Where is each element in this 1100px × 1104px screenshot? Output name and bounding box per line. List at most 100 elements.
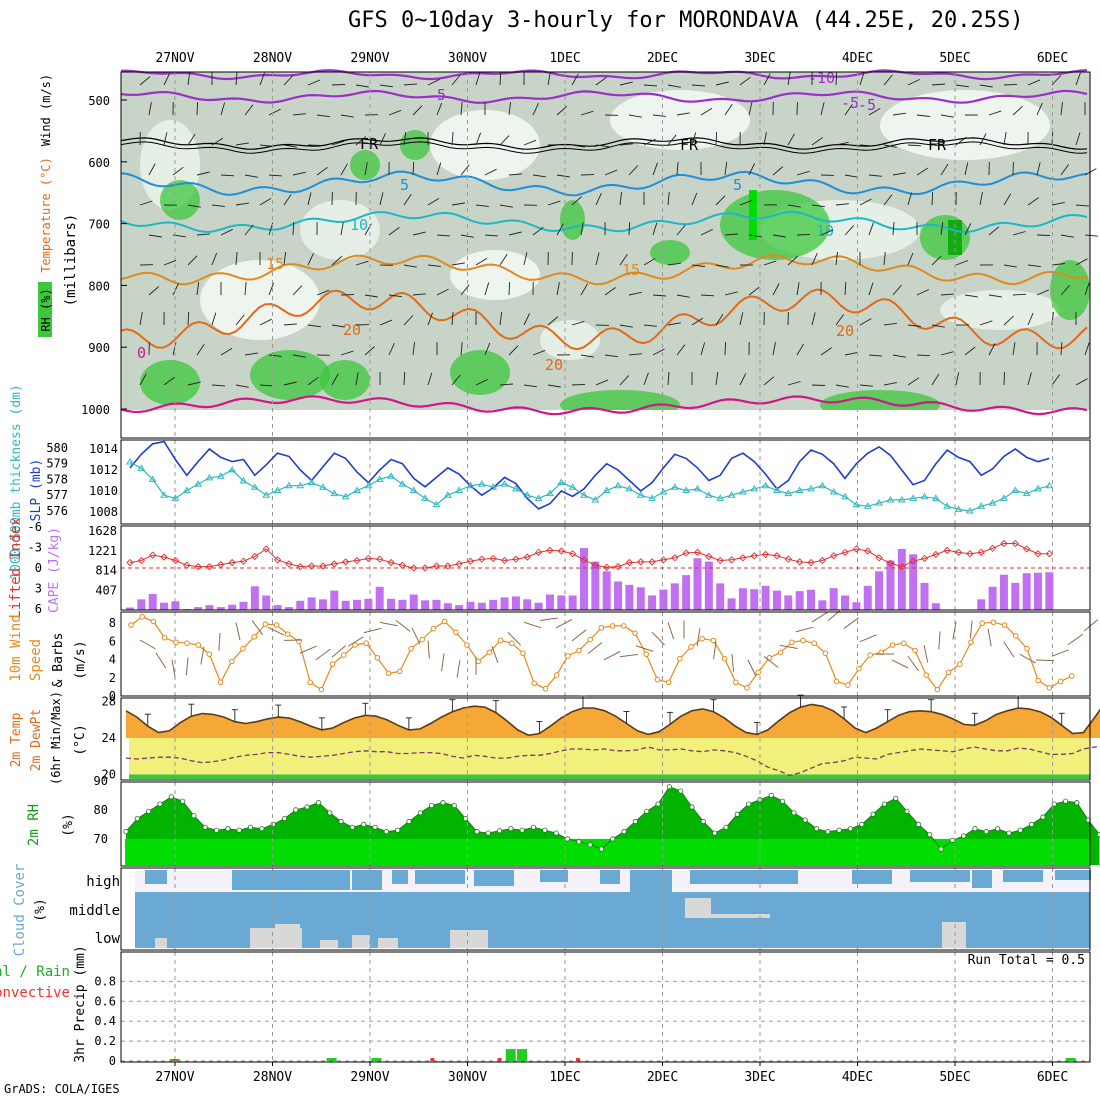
rh-low-area bbox=[880, 90, 1050, 160]
wind-speed-point bbox=[454, 630, 459, 635]
cape-bar bbox=[455, 605, 463, 610]
precip-total-bar bbox=[371, 1058, 381, 1061]
cloud-high-block bbox=[352, 870, 382, 890]
cape-bar bbox=[728, 598, 736, 610]
date-label-bottom: 30NOV bbox=[448, 1070, 487, 1085]
rh-point bbox=[248, 825, 252, 829]
rh-point bbox=[656, 802, 660, 806]
date-label-bottom: 1DEC bbox=[549, 1070, 580, 1085]
thickness-point bbox=[1046, 483, 1052, 488]
cape-bar bbox=[659, 590, 667, 610]
wind-barb bbox=[604, 652, 620, 660]
rh-point bbox=[146, 809, 150, 813]
wind-barb bbox=[540, 618, 558, 620]
rh-point bbox=[701, 819, 705, 823]
rh-point bbox=[735, 812, 739, 816]
rh-point bbox=[565, 837, 569, 841]
rh-high-area bbox=[1050, 260, 1090, 320]
wind-speed-point bbox=[633, 631, 638, 636]
cape-bar bbox=[705, 562, 713, 610]
wind-barb bbox=[732, 654, 734, 672]
cape-bar bbox=[603, 571, 611, 610]
wind-speed-point bbox=[756, 670, 761, 675]
rh-point bbox=[769, 793, 773, 797]
isotherm-label: 20 bbox=[836, 322, 854, 340]
rh-point bbox=[950, 838, 954, 842]
wind-barb bbox=[1068, 634, 1083, 644]
wind-barb bbox=[572, 384, 585, 385]
precip-convective-bar bbox=[430, 1058, 434, 1061]
wind-axis-label: Wind (m/s) bbox=[39, 74, 53, 146]
date-label-top: 1DEC bbox=[549, 51, 580, 66]
rh-point bbox=[588, 843, 592, 847]
rh-point bbox=[792, 811, 796, 815]
precip-total-bar bbox=[1066, 1058, 1076, 1061]
rh-point bbox=[848, 827, 852, 831]
wind-speed-point bbox=[319, 687, 324, 692]
cloud-axis-label: Cloud Cover bbox=[12, 864, 28, 957]
cloud-level-high: high bbox=[86, 874, 120, 890]
wind-speed-point bbox=[1014, 634, 1019, 639]
cloud-high-block bbox=[392, 870, 408, 884]
wind-speed-point bbox=[442, 619, 447, 624]
wind-barb bbox=[492, 646, 498, 663]
cloud-high-block bbox=[972, 870, 992, 888]
rh-point bbox=[429, 803, 433, 807]
thickness-point bbox=[127, 459, 133, 464]
dewpoint-band bbox=[129, 738, 1090, 774]
wind-speed-point bbox=[375, 655, 380, 660]
cloud-clear-block bbox=[378, 938, 398, 948]
cape-bar bbox=[478, 603, 486, 610]
cape-bar bbox=[228, 605, 236, 610]
date-label-top: 5DEC bbox=[939, 51, 970, 66]
rh-point bbox=[894, 796, 898, 800]
wind-speed-point bbox=[991, 620, 996, 625]
wind-speed-point bbox=[151, 619, 156, 624]
pressure-tick: 700 bbox=[88, 218, 110, 232]
cape-bar bbox=[376, 587, 384, 610]
wind-barb bbox=[924, 645, 928, 663]
wind-speed-point bbox=[644, 652, 649, 657]
wind-speed-point bbox=[174, 640, 179, 645]
rh-point bbox=[746, 802, 750, 806]
wind-speed-point bbox=[386, 671, 391, 676]
rh-point bbox=[214, 828, 218, 832]
wind-speed-point bbox=[902, 641, 907, 646]
thickness-tick: 577 bbox=[46, 488, 68, 502]
wind-barb bbox=[1084, 620, 1098, 632]
rh-point bbox=[995, 827, 999, 831]
thickness-tick: 579 bbox=[46, 457, 68, 471]
cloud-level-low: low bbox=[95, 931, 121, 947]
cape-bar bbox=[898, 549, 906, 610]
date-label-top: 29NOV bbox=[350, 51, 389, 66]
date-label-top: 6DEC bbox=[1037, 51, 1068, 66]
wind-speed-point bbox=[734, 680, 739, 685]
cape-bar bbox=[625, 585, 633, 610]
precip-tick: 0.8 bbox=[94, 974, 116, 988]
wind-speed-point bbox=[980, 621, 985, 626]
pressure-tick: 500 bbox=[88, 94, 110, 108]
wind-speed-point bbox=[554, 673, 559, 678]
rh-point bbox=[305, 805, 309, 809]
slp-axis-label: SLP (mb) bbox=[29, 459, 44, 522]
rh-point bbox=[1075, 800, 1079, 804]
rh-point bbox=[531, 825, 535, 829]
rh-point bbox=[1029, 822, 1033, 826]
cape-bar bbox=[308, 597, 316, 610]
rh-point bbox=[599, 847, 603, 851]
wind-barb bbox=[572, 630, 586, 641]
wind-speed-point bbox=[510, 641, 515, 646]
cloud-clear-block bbox=[942, 922, 966, 948]
cape-bar bbox=[569, 595, 577, 610]
cape-bar bbox=[977, 599, 985, 610]
date-label-top: 27NOV bbox=[155, 51, 194, 66]
wind-speed-point bbox=[252, 635, 257, 640]
wind-barb bbox=[939, 631, 940, 649]
wind-barb bbox=[988, 629, 991, 647]
wind-barb bbox=[812, 612, 827, 622]
cloud-high-block bbox=[474, 870, 514, 886]
rh-point bbox=[486, 831, 490, 835]
rh-point bbox=[475, 829, 479, 833]
cloud-high-block bbox=[1055, 870, 1091, 880]
rh-point bbox=[135, 816, 139, 820]
